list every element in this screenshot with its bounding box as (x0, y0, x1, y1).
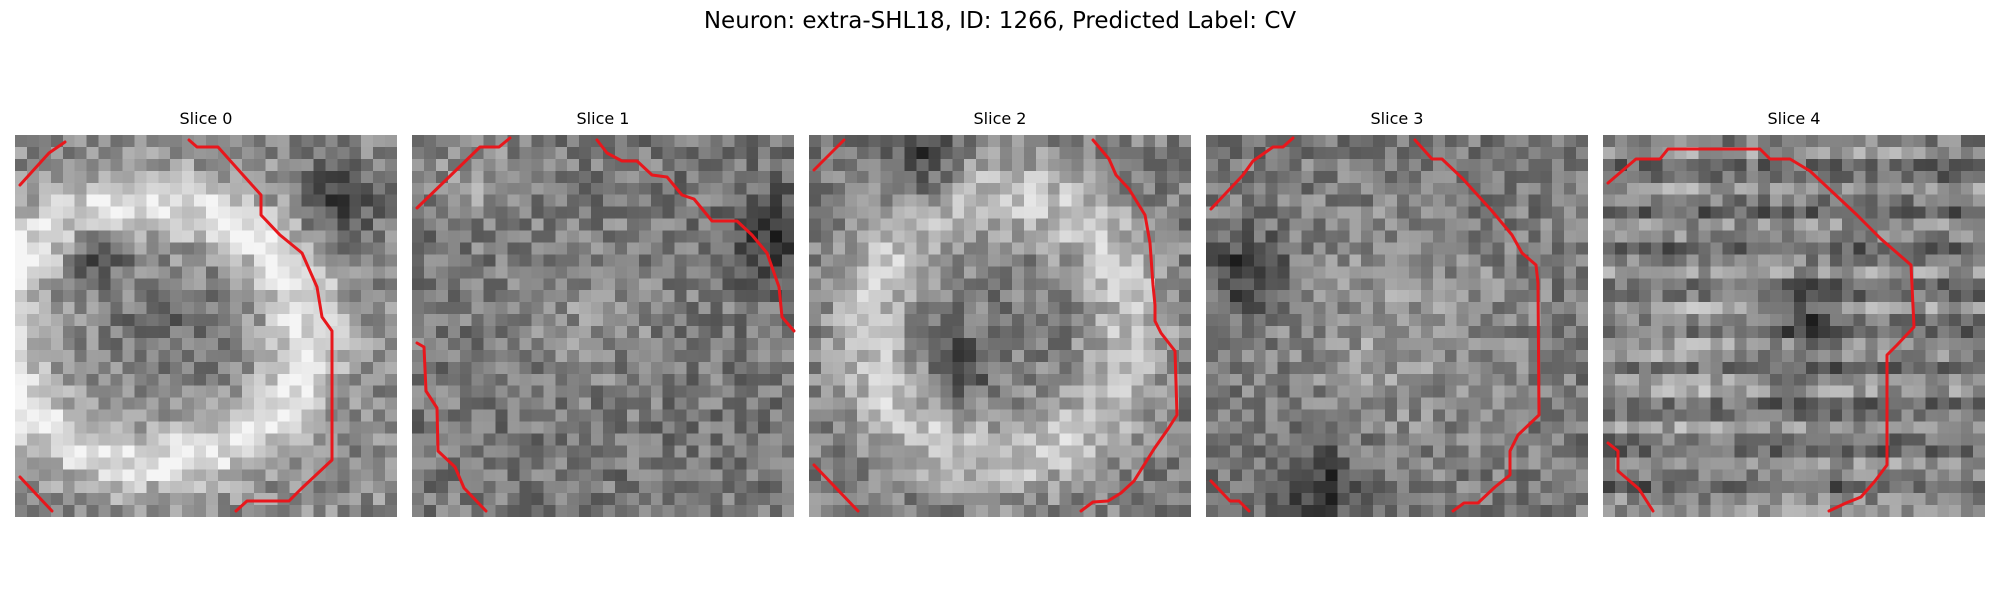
segmentation-contour-overlay (18, 138, 334, 513)
slice-title: Slice 0 (179, 109, 233, 128)
microscopy-slice-image (1206, 135, 1588, 517)
contour-line (1606, 441, 1655, 513)
slice-image-1 (412, 135, 796, 517)
slice-image-2 (809, 135, 1191, 517)
contour-line (595, 138, 796, 333)
slice-image-4 (1603, 135, 1985, 517)
contour-line (1209, 136, 1295, 211)
contour-line (18, 475, 54, 513)
slice-panel-3: Slice 3 (1206, 108, 1588, 517)
contour-line (187, 138, 334, 513)
segmentation-contour-overlay (1209, 136, 1541, 513)
slice-title: Slice 2 (973, 109, 1027, 128)
microscopy-slice-image (809, 135, 1191, 517)
slice-title: Slice 3 (1370, 109, 1424, 128)
slice-image-3 (1206, 135, 1588, 517)
slice-panel-1: Slice 1 (412, 108, 796, 517)
slice-panel-2: Slice 2 (809, 108, 1191, 517)
contour-line (415, 136, 512, 210)
contour-line (18, 140, 67, 187)
contour-line (812, 463, 860, 513)
contour-line (812, 138, 846, 172)
slice-image-0 (15, 135, 397, 517)
segmentation-contour-overlay (812, 138, 1179, 513)
contour-line (1413, 138, 1541, 513)
segmentation-contour-overlay (415, 136, 796, 513)
slice-title: Slice 1 (576, 109, 630, 128)
microscopy-slice-image (412, 135, 794, 517)
slice-title: Slice 4 (1767, 109, 1821, 128)
contour-line (1079, 138, 1179, 513)
slice-panel-4: Slice 4 (1603, 108, 1985, 517)
contour-line (415, 341, 488, 513)
segmentation-contour-overlay (1606, 147, 1916, 513)
contour-line (1209, 479, 1251, 513)
microscopy-slice-image (1603, 135, 1985, 517)
contour-line (1606, 147, 1916, 513)
slice-panel-0: Slice 0 (15, 108, 397, 517)
figure-title: Neuron: extra-SHL18, ID: 1266, Predicted… (703, 8, 1297, 34)
